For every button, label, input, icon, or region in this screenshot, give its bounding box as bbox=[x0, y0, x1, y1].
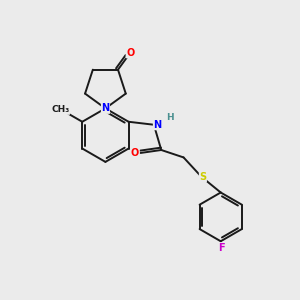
Text: CH₃: CH₃ bbox=[51, 105, 70, 114]
Text: H: H bbox=[167, 113, 174, 122]
Text: F: F bbox=[218, 243, 225, 253]
Text: N: N bbox=[101, 103, 110, 113]
Text: S: S bbox=[199, 172, 206, 182]
Text: O: O bbox=[126, 48, 134, 58]
Text: O: O bbox=[131, 148, 139, 158]
Text: N: N bbox=[153, 120, 161, 130]
